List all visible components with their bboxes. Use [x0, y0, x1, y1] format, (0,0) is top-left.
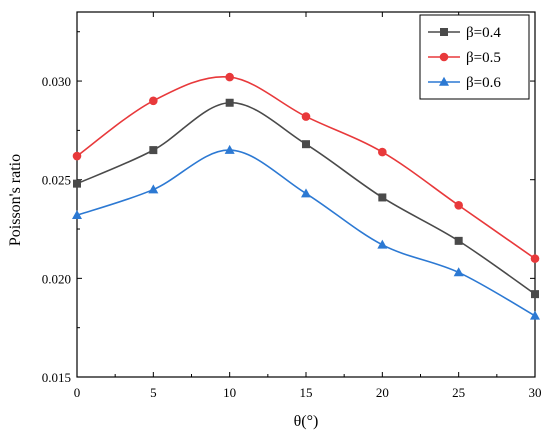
legend-item: β=0.5	[428, 50, 501, 66]
x-tick-label: 20	[376, 385, 389, 400]
legend-label: β=0.6	[466, 75, 501, 91]
legend-label: β=0.4	[466, 25, 501, 41]
y-tick-label: 0.020	[42, 271, 71, 286]
data-point	[225, 72, 234, 82]
data-point	[301, 112, 311, 121]
data-point	[73, 179, 81, 188]
legend-marker	[439, 76, 449, 86]
y-tick-label: 0.025	[42, 173, 71, 188]
x-tick-label: 15	[300, 385, 313, 400]
data-point	[301, 188, 311, 198]
axis-ticks: 0 5 10 15 20 25 30 0.015 0.020 0.025 0.030	[42, 12, 542, 400]
data-point	[225, 98, 234, 107]
x-tick-label: 30	[529, 385, 542, 400]
legend-marker	[439, 52, 449, 62]
x-tick-label: 0	[74, 385, 81, 400]
legend-label: β=0.5	[466, 50, 501, 66]
legend-item: β=0.4	[428, 25, 501, 41]
data-point	[224, 144, 235, 154]
series-line	[76, 75, 536, 260]
series-3	[72, 144, 540, 320]
data-point	[454, 201, 463, 210]
series-line	[76, 101, 536, 295]
y-tick-label: 0.015	[42, 370, 71, 385]
data-point	[377, 239, 388, 249]
series-1	[73, 98, 539, 299]
legend: β=0.4 β=0.5 β=0.6	[419, 14, 530, 100]
legend-item: β=0.6	[428, 75, 501, 91]
data-point	[148, 184, 159, 194]
legend-marker	[440, 28, 448, 36]
x-tick-label: 10	[223, 385, 236, 400]
data-point	[378, 193, 387, 202]
data-point	[149, 96, 158, 106]
data-point	[72, 151, 82, 161]
y-axis-title: Poisson's ratio	[7, 154, 24, 246]
data-point	[530, 254, 540, 263]
data-point	[454, 236, 463, 245]
series-layer	[72, 72, 540, 320]
series-line	[76, 149, 536, 317]
data-point	[378, 147, 387, 157]
data-point	[531, 290, 539, 299]
data-point	[72, 210, 82, 220]
data-point	[530, 310, 540, 320]
series-2	[72, 72, 540, 263]
x-axis-title: θ(°)	[294, 413, 319, 430]
data-point	[302, 140, 310, 149]
data-point	[149, 146, 158, 155]
y-tick-label: 0.030	[42, 74, 71, 89]
x-tick-label: 25	[452, 385, 465, 400]
x-tick-label: 5	[150, 385, 157, 400]
data-point	[453, 267, 464, 277]
